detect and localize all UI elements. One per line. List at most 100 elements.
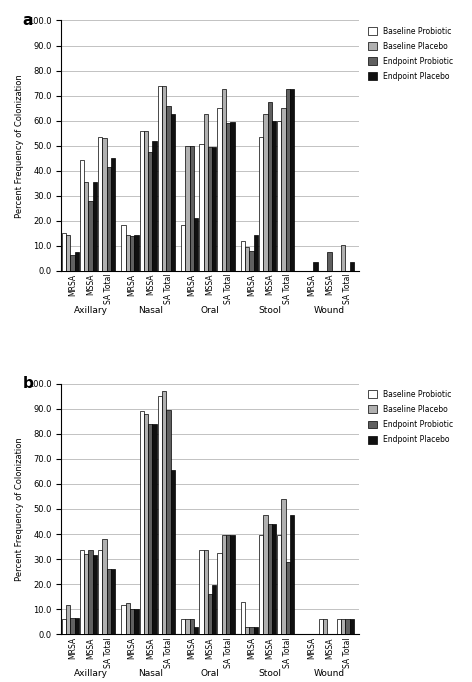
Text: b: b — [23, 376, 34, 391]
Bar — [346, 619, 350, 634]
Bar — [140, 411, 144, 634]
Bar — [98, 137, 102, 271]
Y-axis label: Percent Frequency of Colonization: Percent Frequency of Colonization — [15, 74, 24, 218]
Bar — [170, 470, 175, 634]
Bar — [230, 122, 235, 271]
Bar — [226, 535, 230, 634]
Text: Oral: Oral — [201, 669, 219, 679]
Bar — [281, 499, 286, 634]
Bar — [203, 115, 208, 271]
Bar — [190, 146, 194, 271]
Bar — [181, 619, 185, 634]
Bar — [250, 627, 254, 634]
Bar — [121, 224, 126, 271]
Bar — [241, 241, 245, 271]
Bar — [222, 89, 226, 271]
Bar — [152, 140, 157, 271]
Bar — [286, 89, 290, 271]
Bar — [337, 619, 341, 634]
Text: Stool: Stool — [258, 669, 281, 679]
Bar — [121, 606, 126, 634]
Bar — [341, 619, 346, 634]
Bar — [277, 121, 281, 271]
Bar — [75, 618, 79, 634]
Bar — [84, 182, 88, 271]
Bar — [190, 619, 194, 634]
Bar — [135, 235, 139, 271]
Bar — [107, 569, 111, 634]
Legend: Baseline Probiotic, Baseline Placebo, Endpoint Probiotic, Endpoint Placebo: Baseline Probiotic, Baseline Placebo, En… — [365, 387, 455, 447]
Bar — [135, 609, 139, 634]
Bar — [130, 609, 135, 634]
Bar — [66, 235, 70, 271]
Bar — [222, 535, 226, 634]
Bar — [286, 561, 290, 634]
Bar — [158, 396, 162, 634]
Bar — [319, 619, 323, 634]
Bar — [111, 158, 115, 271]
Bar — [323, 619, 328, 634]
Bar — [268, 524, 272, 634]
Bar — [98, 550, 102, 634]
Bar — [62, 619, 66, 634]
Bar — [170, 115, 175, 271]
Bar — [194, 627, 198, 634]
Bar — [102, 539, 107, 634]
Bar — [230, 535, 235, 634]
Bar — [80, 550, 84, 634]
Bar — [203, 550, 208, 634]
Bar — [70, 618, 75, 634]
Bar — [226, 123, 230, 271]
Bar — [268, 102, 272, 271]
Bar — [281, 108, 286, 271]
Bar — [212, 585, 217, 634]
Bar — [250, 251, 254, 271]
Bar — [199, 550, 203, 634]
Text: Axillary: Axillary — [74, 306, 108, 315]
Bar — [62, 233, 66, 271]
Bar — [350, 619, 354, 634]
Text: Axillary: Axillary — [74, 669, 108, 679]
Bar — [126, 235, 130, 271]
Bar — [254, 627, 258, 634]
Bar — [80, 160, 84, 271]
Text: a: a — [23, 13, 33, 28]
Bar — [84, 554, 88, 634]
Bar — [102, 138, 107, 271]
Bar — [290, 89, 295, 271]
Bar — [162, 86, 166, 271]
Bar — [126, 603, 130, 634]
Bar — [158, 86, 162, 271]
Bar — [328, 252, 332, 271]
Bar — [272, 524, 276, 634]
Bar — [111, 569, 115, 634]
Bar — [66, 606, 70, 634]
Bar — [290, 516, 295, 634]
Text: Stool: Stool — [258, 306, 281, 315]
Bar — [162, 391, 166, 634]
Legend: Baseline Probiotic, Baseline Placebo, Endpoint Probiotic, Endpoint Placebo: Baseline Probiotic, Baseline Placebo, En… — [365, 25, 455, 83]
Bar — [263, 516, 268, 634]
Bar — [93, 555, 97, 634]
Bar — [185, 146, 190, 271]
Text: Oral: Oral — [201, 306, 219, 315]
Bar — [148, 152, 152, 271]
Bar — [208, 594, 212, 634]
Bar — [107, 167, 111, 271]
Bar — [272, 121, 276, 271]
Bar — [212, 147, 217, 271]
Bar — [218, 553, 222, 634]
Bar — [75, 252, 79, 271]
Bar — [263, 115, 268, 271]
Bar — [341, 245, 346, 271]
Bar — [245, 627, 250, 634]
Bar — [130, 236, 135, 271]
Text: Nasal: Nasal — [138, 306, 163, 315]
Bar — [152, 424, 157, 634]
Bar — [259, 137, 263, 271]
Bar — [166, 410, 170, 634]
Bar — [166, 106, 170, 271]
Bar — [93, 182, 97, 271]
Bar — [144, 414, 148, 634]
Text: Wound: Wound — [314, 306, 345, 315]
